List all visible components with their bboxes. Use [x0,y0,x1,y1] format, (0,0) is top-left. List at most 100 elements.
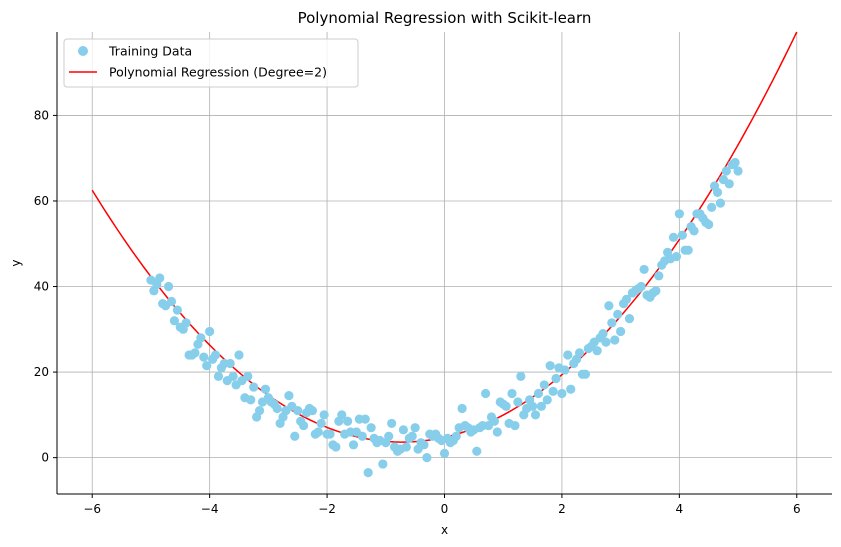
data-point-72 [357,431,367,441]
data-point-86 [398,425,408,435]
data-point-138 [551,373,561,384]
data-point-133 [536,401,546,411]
y-axis-ticks: 0 20 40 60 80 [34,108,57,465]
data-point-146 [574,348,585,358]
data-point-104 [451,431,461,441]
data-point-67 [343,416,353,426]
x-tick-label-4: 2 [558,502,566,516]
y-tick-label-1: 20 [34,365,49,379]
data-point-126 [516,371,526,381]
chart-title: Polynomial Regression with Scikit-learn [298,9,592,27]
data-point-75 [366,423,376,433]
data-point-162 [621,294,632,304]
grid-lines [57,32,832,494]
data-point-35 [249,382,259,392]
data-point-93 [419,440,429,450]
data-point-134 [539,380,549,390]
data-point-167 [636,281,646,292]
data-point-43 [272,403,282,414]
data-point-156 [604,301,614,311]
legend-label-regression: Polynomial Regression (Degree=2) [109,65,327,80]
data-point-69 [348,440,359,450]
data-point-168 [639,264,649,275]
data-point-178 [668,232,679,242]
data-point-141 [560,365,570,375]
data-point-55 [307,405,317,416]
data-point-140 [557,388,567,399]
x-axis-label: x [441,523,448,537]
data-point-106 [457,403,467,414]
data-point-81 [384,431,394,441]
data-point-12 [181,318,191,328]
data-point-154 [598,328,608,339]
data-point-142 [563,350,573,360]
data-point-50 [293,405,303,416]
data-point-172 [651,286,661,296]
data-point-148 [580,369,591,379]
x-tick-label-1: −4 [201,502,219,516]
data-point-196 [721,166,731,176]
data-point-6 [163,281,174,292]
data-point-19 [202,361,212,371]
data-point-185 [689,226,699,236]
y-axis-label: y [9,259,23,266]
legend-marker-training-data [78,46,88,56]
y-tick-label-0: 0 [41,451,49,465]
x-tick-label-3: 0 [441,502,449,516]
data-point-123 [507,388,517,399]
data-point-33 [243,371,253,381]
data-point-135 [542,395,552,405]
data-point-158 [610,335,620,345]
data-point-87 [401,442,411,452]
data-point-124 [510,420,520,431]
data-point-181 [677,230,687,240]
legend: Training Data Polynomial Regression (Deg… [63,38,359,88]
x-axis-ticks: −6 −4 −2 0 2 4 6 [83,494,801,516]
y-tick-label-2: 40 [34,280,49,294]
data-point-157 [607,318,617,328]
data-point-191 [707,202,717,212]
data-point-190 [704,219,714,230]
data-point-22 [210,350,221,360]
data-point-163 [624,314,635,324]
data-point-159 [613,309,623,319]
data-point-28 [228,371,238,381]
data-point-61 [325,429,335,439]
data-point-18 [199,352,209,362]
data-point-3 [155,273,165,283]
data-point-137 [548,386,558,396]
data-point-183 [683,245,693,255]
data-point-200 [733,166,743,176]
data-point-131 [530,410,541,420]
data-point-34 [246,395,256,405]
data-point-132 [533,388,544,399]
data-point-7 [166,296,177,307]
data-point-9 [172,305,182,315]
data-point-197 [724,179,734,189]
scatter-points [146,157,743,478]
data-point-173 [654,271,664,281]
data-point-94 [422,453,432,463]
data-point-111 [472,446,482,456]
data-point-194 [715,198,726,208]
data-point-20 [205,326,215,337]
x-tick-label-2: −2 [318,502,336,516]
data-point-15 [190,348,200,358]
data-point-90 [410,423,420,433]
y-tick-label-3: 60 [34,194,49,208]
data-point-117 [489,416,500,426]
data-point-125 [513,397,523,407]
x-tick-label-5: 4 [676,502,684,516]
data-point-180 [674,209,684,219]
data-point-100 [439,448,450,458]
data-point-160 [616,326,626,337]
data-point-179 [671,251,682,262]
data-point-63 [331,442,341,452]
data-point-23 [213,371,224,381]
x-tick-label-6: 6 [793,502,801,516]
data-point-82 [387,418,397,429]
data-point-49 [290,431,300,441]
data-point-121 [501,401,511,411]
data-point-155 [601,337,611,347]
data-point-17 [196,333,206,343]
